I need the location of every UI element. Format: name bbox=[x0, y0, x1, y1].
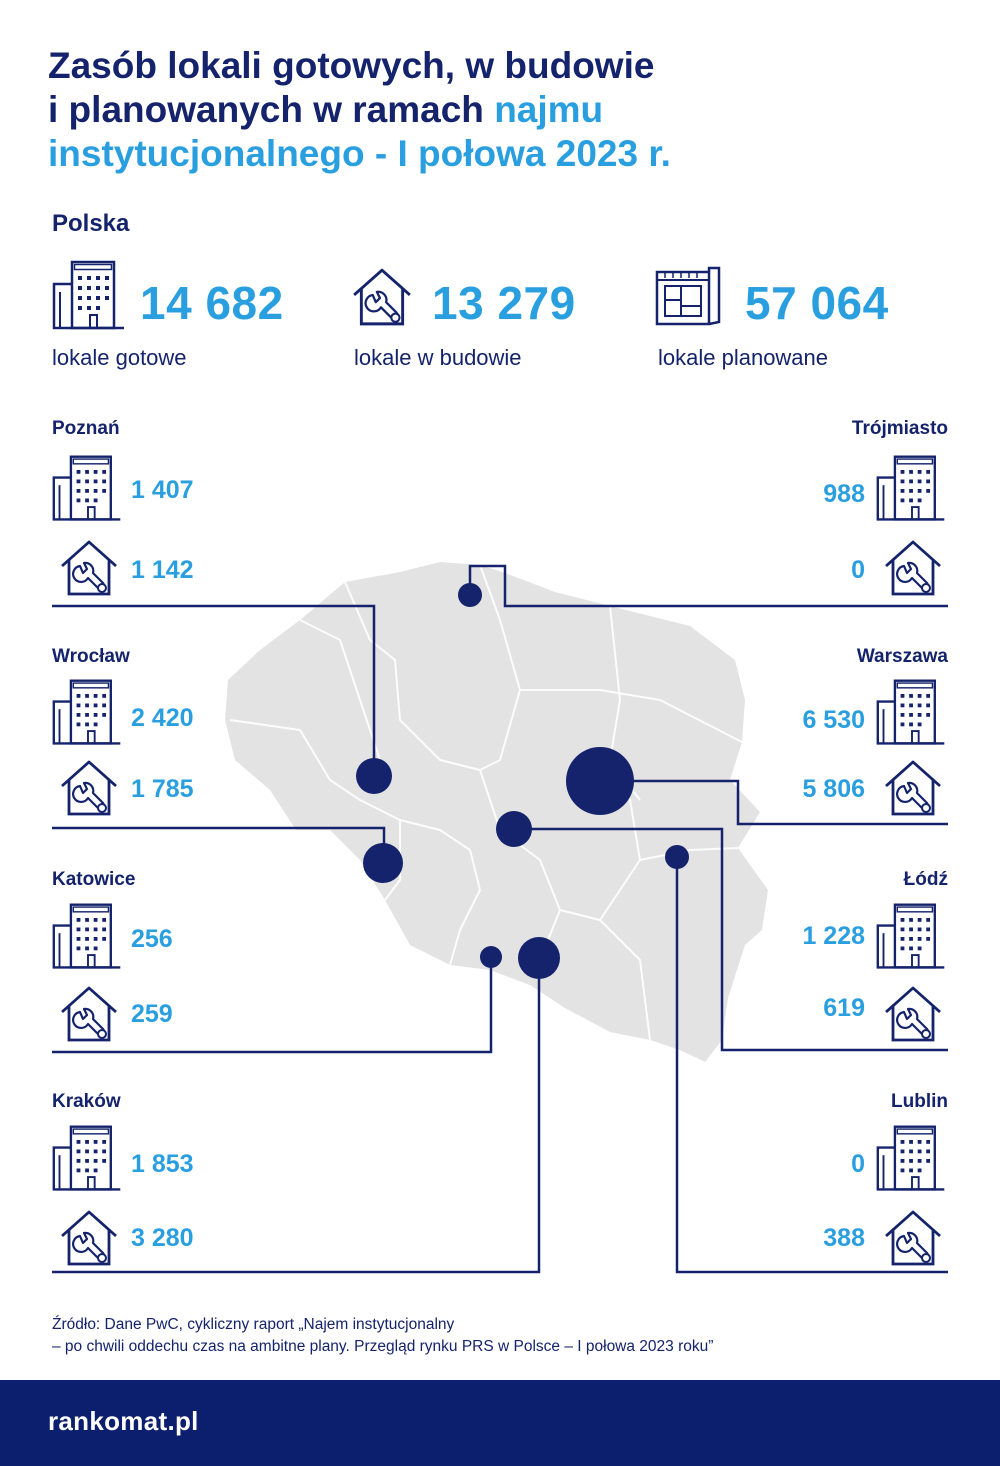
source-note: Źródło: Dane PwC, cykliczny raport „Naje… bbox=[52, 1314, 952, 1358]
house-wrench-icon bbox=[60, 1210, 118, 1266]
city-name-lodz: Łódź bbox=[903, 869, 948, 890]
country-title: Polska bbox=[52, 210, 130, 237]
connector-poznan bbox=[52, 604, 376, 776]
trojmiasto-ready-value: 988 bbox=[823, 480, 865, 508]
country-ready-value: 14 682 bbox=[140, 277, 284, 329]
katowice-ready-value: 256 bbox=[131, 925, 173, 953]
country-planned-label: lokale planowane bbox=[658, 345, 829, 370]
wroclaw-ready-value: 2 420 bbox=[131, 704, 194, 732]
wroclaw-construction-value: 1 785 bbox=[131, 775, 194, 803]
source-line-1: Źródło: Dane PwC, cykliczny raport „Naje… bbox=[52, 1316, 455, 1333]
krakow-construction-value: 3 280 bbox=[131, 1224, 194, 1252]
connector-krakow bbox=[52, 958, 541, 1274]
poznan-construction-value: 1 142 bbox=[131, 556, 194, 584]
house-wrench-icon bbox=[60, 760, 118, 816]
house-wrench-icon bbox=[884, 540, 942, 596]
house-wrench-icon bbox=[60, 986, 118, 1042]
connector-warszawa bbox=[600, 779, 948, 826]
apartment-building-icon bbox=[52, 679, 122, 745]
warszawa-ready-value: 6 530 bbox=[802, 706, 865, 734]
connector-lodz bbox=[514, 827, 948, 1052]
city-markers bbox=[356, 583, 689, 979]
country-ready-label: lokale gotowe bbox=[52, 345, 187, 370]
country-construction-label: lokale w budowie bbox=[354, 345, 522, 370]
marker-trojmiasto bbox=[458, 583, 482, 607]
trojmiasto-construction-value: 0 bbox=[851, 556, 865, 584]
apartment-building-icon bbox=[876, 455, 946, 521]
connector-lublin bbox=[675, 857, 948, 1274]
marker-poznan bbox=[356, 758, 392, 794]
connector-katowice bbox=[52, 957, 493, 1054]
lodz-construction-value: 619 bbox=[823, 994, 865, 1022]
apartment-building-icon bbox=[52, 260, 126, 330]
marker-lodz bbox=[496, 811, 532, 847]
krakow-ready-value: 1 853 bbox=[131, 1150, 194, 1178]
marker-lublin bbox=[665, 845, 689, 869]
country-planned-value: 57 064 bbox=[745, 277, 889, 329]
warszawa-construction-value: 5 806 bbox=[802, 775, 865, 803]
house-wrench-icon bbox=[352, 268, 412, 326]
title-line-2a: i planowanych w ramach bbox=[48, 89, 495, 130]
apartment-building-icon bbox=[876, 679, 946, 745]
brand-logo[interactable]: rankomat.pl bbox=[48, 1406, 199, 1436]
city-name-lublin: Lublin bbox=[891, 1091, 948, 1112]
city-name-katowice: Katowice bbox=[52, 869, 136, 890]
house-wrench-icon bbox=[884, 1210, 942, 1266]
city-name-warszawa: Warszawa bbox=[856, 646, 948, 667]
city-name-poznan: Poznań bbox=[52, 418, 120, 439]
apartment-building-icon bbox=[52, 1125, 122, 1191]
katowice-construction-value: 259 bbox=[131, 1000, 173, 1028]
marker-warszawa bbox=[566, 747, 634, 815]
lodz-ready-value: 1 228 bbox=[802, 922, 865, 950]
poznan-ready-value: 1 407 bbox=[131, 476, 194, 504]
city-name-krakow: Kraków bbox=[52, 1091, 121, 1112]
marker-krakow bbox=[518, 937, 560, 979]
country-construction-value: 13 279 bbox=[432, 277, 576, 329]
lublin-ready-value: 0 bbox=[851, 1150, 865, 1178]
connector-trojmiasto bbox=[468, 564, 948, 608]
house-wrench-icon bbox=[60, 540, 118, 596]
apartment-building-icon bbox=[876, 903, 946, 969]
apartment-building-icon bbox=[52, 903, 122, 969]
blueprint-icon bbox=[655, 266, 721, 326]
apartment-building-icon bbox=[52, 455, 122, 521]
city-name-wroclaw: Wrocław bbox=[52, 646, 130, 667]
page-title: Zasób lokali gotowych, w budowie i plano… bbox=[48, 44, 948, 176]
apartment-building-icon bbox=[876, 1125, 946, 1191]
marker-wroclaw bbox=[363, 843, 403, 883]
title-line-3: instytucjonalnego - I połowa 2023 r. bbox=[48, 133, 671, 174]
marker-katowice bbox=[480, 946, 502, 968]
title-line-1: Zasób lokali gotowych, w budowie bbox=[48, 45, 655, 86]
footer-bar bbox=[0, 1380, 1000, 1466]
poland-map-shape bbox=[225, 562, 768, 1062]
house-wrench-icon bbox=[884, 986, 942, 1042]
source-line-2: – po chwili oddechu czas na ambitne plan… bbox=[52, 1338, 714, 1355]
title-line-2b: najmu bbox=[494, 89, 604, 130]
house-wrench-icon bbox=[884, 760, 942, 816]
lublin-construction-value: 388 bbox=[823, 1224, 865, 1252]
city-name-trojmiasto: Trójmiasto bbox=[851, 418, 948, 439]
